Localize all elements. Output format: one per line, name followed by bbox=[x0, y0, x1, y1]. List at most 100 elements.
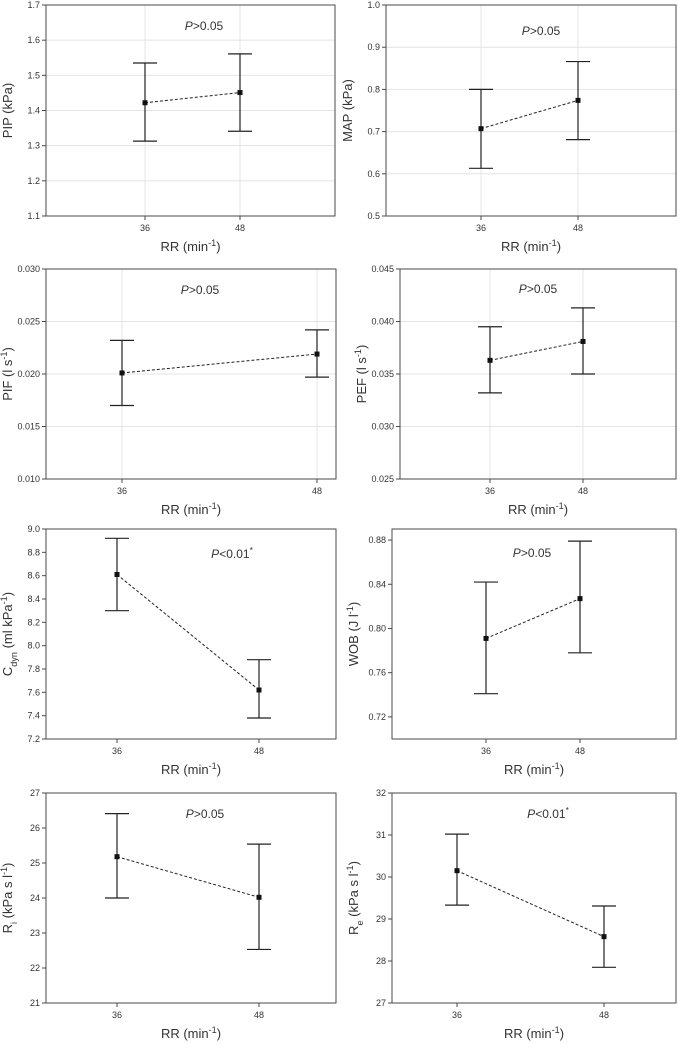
y-tick-label: 7.6 bbox=[27, 687, 40, 697]
y-axis-label: PIF (l s-1) bbox=[0, 347, 15, 401]
y-tick-label: 0.045 bbox=[371, 264, 394, 274]
x-tick-label: 36 bbox=[112, 746, 122, 756]
mean-point bbox=[478, 126, 484, 132]
mean-connector-line bbox=[480, 99, 579, 130]
y-tick-label: 0.88 bbox=[368, 535, 386, 545]
y-tick-label: 27 bbox=[30, 788, 40, 798]
y-tick-label: 1.5 bbox=[27, 70, 40, 80]
y-tick-label: 24 bbox=[30, 893, 40, 903]
y-tick-label: 8.6 bbox=[27, 571, 40, 581]
chart-panel-4: 0.025 0.030 0.035 0.040 0.045 36 48 RR (min-1) P… bbox=[353, 264, 677, 517]
mean-point bbox=[580, 338, 586, 344]
y-tick-label: 1.4 bbox=[27, 106, 40, 116]
y-tick-label: 0.010 bbox=[17, 474, 40, 484]
p-value-annotation: P>0.05 bbox=[522, 24, 561, 38]
y-tick-label: 1.2 bbox=[27, 176, 40, 186]
plot-frame bbox=[391, 792, 677, 1004]
y-tick-label: 7.2 bbox=[27, 734, 40, 744]
y-tick-label: 0.8 bbox=[367, 84, 380, 94]
y-tick-label: 1.7 bbox=[27, 0, 40, 10]
y-axis-label: PIP (kPa) bbox=[0, 83, 15, 138]
mean-connector-line bbox=[144, 92, 241, 104]
chart-panel-3: 0.010 0.015 0.020 0.025 0.030 36 48 RR (min-1) P… bbox=[0, 264, 337, 517]
y-tick-label: 8.8 bbox=[27, 547, 40, 557]
x-tick-label: 36 bbox=[452, 1010, 462, 1020]
y-tick-label: 0.72 bbox=[368, 712, 386, 722]
y-tick-label: 31 bbox=[376, 830, 386, 840]
chart-panel-8: 27 28 29 30 31 32 36 48 RR (min-1) Re (kPa s l-1)… bbox=[345, 788, 677, 1041]
x-axis-label: RR (min-1) bbox=[504, 1025, 564, 1041]
mean-point bbox=[483, 635, 489, 641]
y-tick-label: 1.6 bbox=[27, 35, 40, 45]
plot-frame bbox=[391, 528, 677, 740]
y-axis-label: MAP (kPa) bbox=[340, 79, 355, 142]
y-tick-label: 0.020 bbox=[17, 369, 40, 379]
mean-connector-line bbox=[456, 870, 605, 938]
y-tick-label: 7.8 bbox=[27, 664, 40, 674]
y-tick-label: 22 bbox=[30, 963, 40, 973]
mean-connector-line bbox=[121, 353, 318, 374]
y-tick-label: 21 bbox=[30, 998, 40, 1008]
y-tick-label: 8.4 bbox=[27, 594, 40, 604]
x-tick-label: 48 bbox=[254, 1010, 264, 1020]
y-tick-label: 0.5 bbox=[367, 211, 380, 221]
x-axis-label: RR (min-1) bbox=[508, 501, 568, 517]
mean-point bbox=[237, 90, 243, 96]
mean-point bbox=[256, 687, 262, 693]
y-axis-label: Cdyn (ml kPa-1) bbox=[0, 592, 19, 676]
y-tick-label: 0.030 bbox=[371, 422, 394, 432]
y-tick-label: 1.0 bbox=[367, 0, 380, 10]
plot-frame bbox=[385, 4, 677, 217]
y-tick-label: 1.1 bbox=[27, 211, 40, 221]
y-tick-label: 0.025 bbox=[371, 474, 394, 484]
x-axis-label: RR (min-1) bbox=[161, 1025, 221, 1041]
mean-point bbox=[577, 596, 583, 602]
y-tick-label: 0.76 bbox=[368, 668, 386, 678]
y-axis-label: WOB (J l-1) bbox=[345, 602, 361, 666]
mean-connector-line bbox=[116, 574, 260, 691]
mean-connector-line bbox=[116, 856, 260, 898]
x-tick-label: 48 bbox=[254, 746, 264, 756]
y-tick-label: 9.0 bbox=[27, 524, 40, 534]
mean-point bbox=[142, 100, 148, 106]
x-tick-label: 48 bbox=[599, 1010, 609, 1020]
p-value-annotation: P>0.05 bbox=[513, 546, 552, 560]
mean-point bbox=[119, 370, 125, 376]
mean-point bbox=[256, 894, 262, 900]
x-axis-label: RR (min-1) bbox=[501, 238, 561, 254]
y-tick-label: 0.84 bbox=[368, 579, 386, 589]
x-tick-label: 48 bbox=[575, 746, 585, 756]
chart-panel-6: 0.72 0.76 0.80 0.84 0.88 36 48 RR (min-1) WOB (J… bbox=[345, 528, 677, 777]
y-tick-label: 0.035 bbox=[371, 369, 394, 379]
p-value-annotation: P<0.01* bbox=[211, 545, 253, 561]
y-tick-label: 30 bbox=[376, 872, 386, 882]
chart-panel-2: 0.5 0.6 0.7 0.8 0.9 1.0 36 48 RR (min-1) MAP (kPa… bbox=[340, 0, 677, 254]
y-tick-label: 0.6 bbox=[367, 169, 380, 179]
x-tick-label: 36 bbox=[476, 223, 486, 233]
mean-point bbox=[454, 868, 460, 874]
x-tick-label: 36 bbox=[112, 1010, 122, 1020]
y-tick-label: 0.9 bbox=[367, 42, 380, 52]
y-tick-label: 8.0 bbox=[27, 641, 40, 651]
x-axis-label: RR (min-1) bbox=[161, 761, 221, 777]
p-value-annotation: P>0.05 bbox=[186, 807, 225, 821]
y-tick-label: 8.2 bbox=[27, 617, 40, 627]
y-tick-label: 27 bbox=[376, 998, 386, 1008]
chart-panel-5: 7.2 7.4 7.6 7.8 8.0 8.2 8.4 8.6 8.8 9.0 36 48 RR (mi… bbox=[0, 524, 337, 777]
x-tick-label: 36 bbox=[481, 746, 491, 756]
x-axis-label: RR (min-1) bbox=[161, 501, 221, 517]
y-tick-label: 7.4 bbox=[27, 711, 40, 721]
x-tick-label: 48 bbox=[312, 486, 322, 496]
y-axis-label: Re (kPa s l-1) bbox=[345, 861, 365, 935]
y-tick-label: 0.025 bbox=[17, 317, 40, 327]
x-tick-label: 36 bbox=[140, 223, 150, 233]
mean-point bbox=[601, 934, 607, 940]
y-tick-label: 23 bbox=[30, 928, 40, 938]
chart-panel-7: 21 22 23 24 25 26 27 36 48 RR (min-1) Ri (kPa s l-… bbox=[0, 788, 337, 1041]
y-tick-label: 1.3 bbox=[27, 141, 40, 151]
p-value-annotation: P>0.05 bbox=[181, 283, 220, 297]
chart-panel-1: 1.1 1.2 1.3 1.4 1.5 1.6 1.7 36 48 RR (min-1) PIP (… bbox=[0, 0, 336, 254]
mean-point bbox=[314, 351, 320, 357]
y-tick-label: 32 bbox=[376, 788, 386, 798]
